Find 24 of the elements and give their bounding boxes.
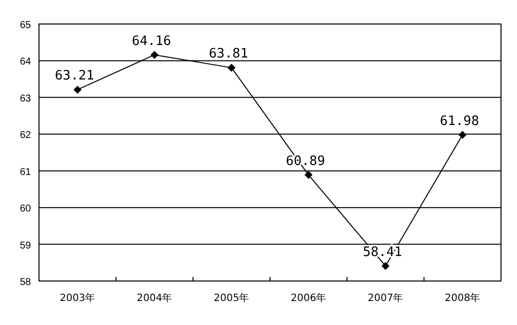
x-tick-label: 2008年: [444, 292, 480, 304]
data-label: 63.21: [54, 68, 94, 84]
y-tick-label: 64: [20, 56, 32, 68]
y-tick-label: 61: [20, 166, 32, 178]
x-tick-label: 2005年: [214, 292, 250, 304]
point: [458, 130, 466, 139]
y-tick-label: 59: [20, 240, 32, 252]
point: [304, 170, 312, 179]
data-label: 64.16: [132, 34, 172, 49]
y-tick-label: 58: [20, 277, 32, 288]
x-tick-label: 2006年: [290, 292, 326, 304]
y-tick-label: 60: [20, 204, 32, 215]
y-tick-label: 62: [20, 130, 32, 142]
point: [150, 50, 158, 59]
data-label: 61.98: [440, 114, 480, 129]
x-tick-label: 2007年: [368, 292, 404, 304]
point: [228, 64, 236, 72]
y-tick-label: 65: [20, 20, 32, 31]
data-label: 63.81: [208, 46, 248, 62]
y-tick-label: 63: [20, 93, 32, 104]
point: [382, 262, 390, 270]
point: [74, 86, 82, 94]
x-tick-label: 2003年: [60, 292, 96, 304]
x-tick-label: 2004年: [136, 292, 172, 304]
